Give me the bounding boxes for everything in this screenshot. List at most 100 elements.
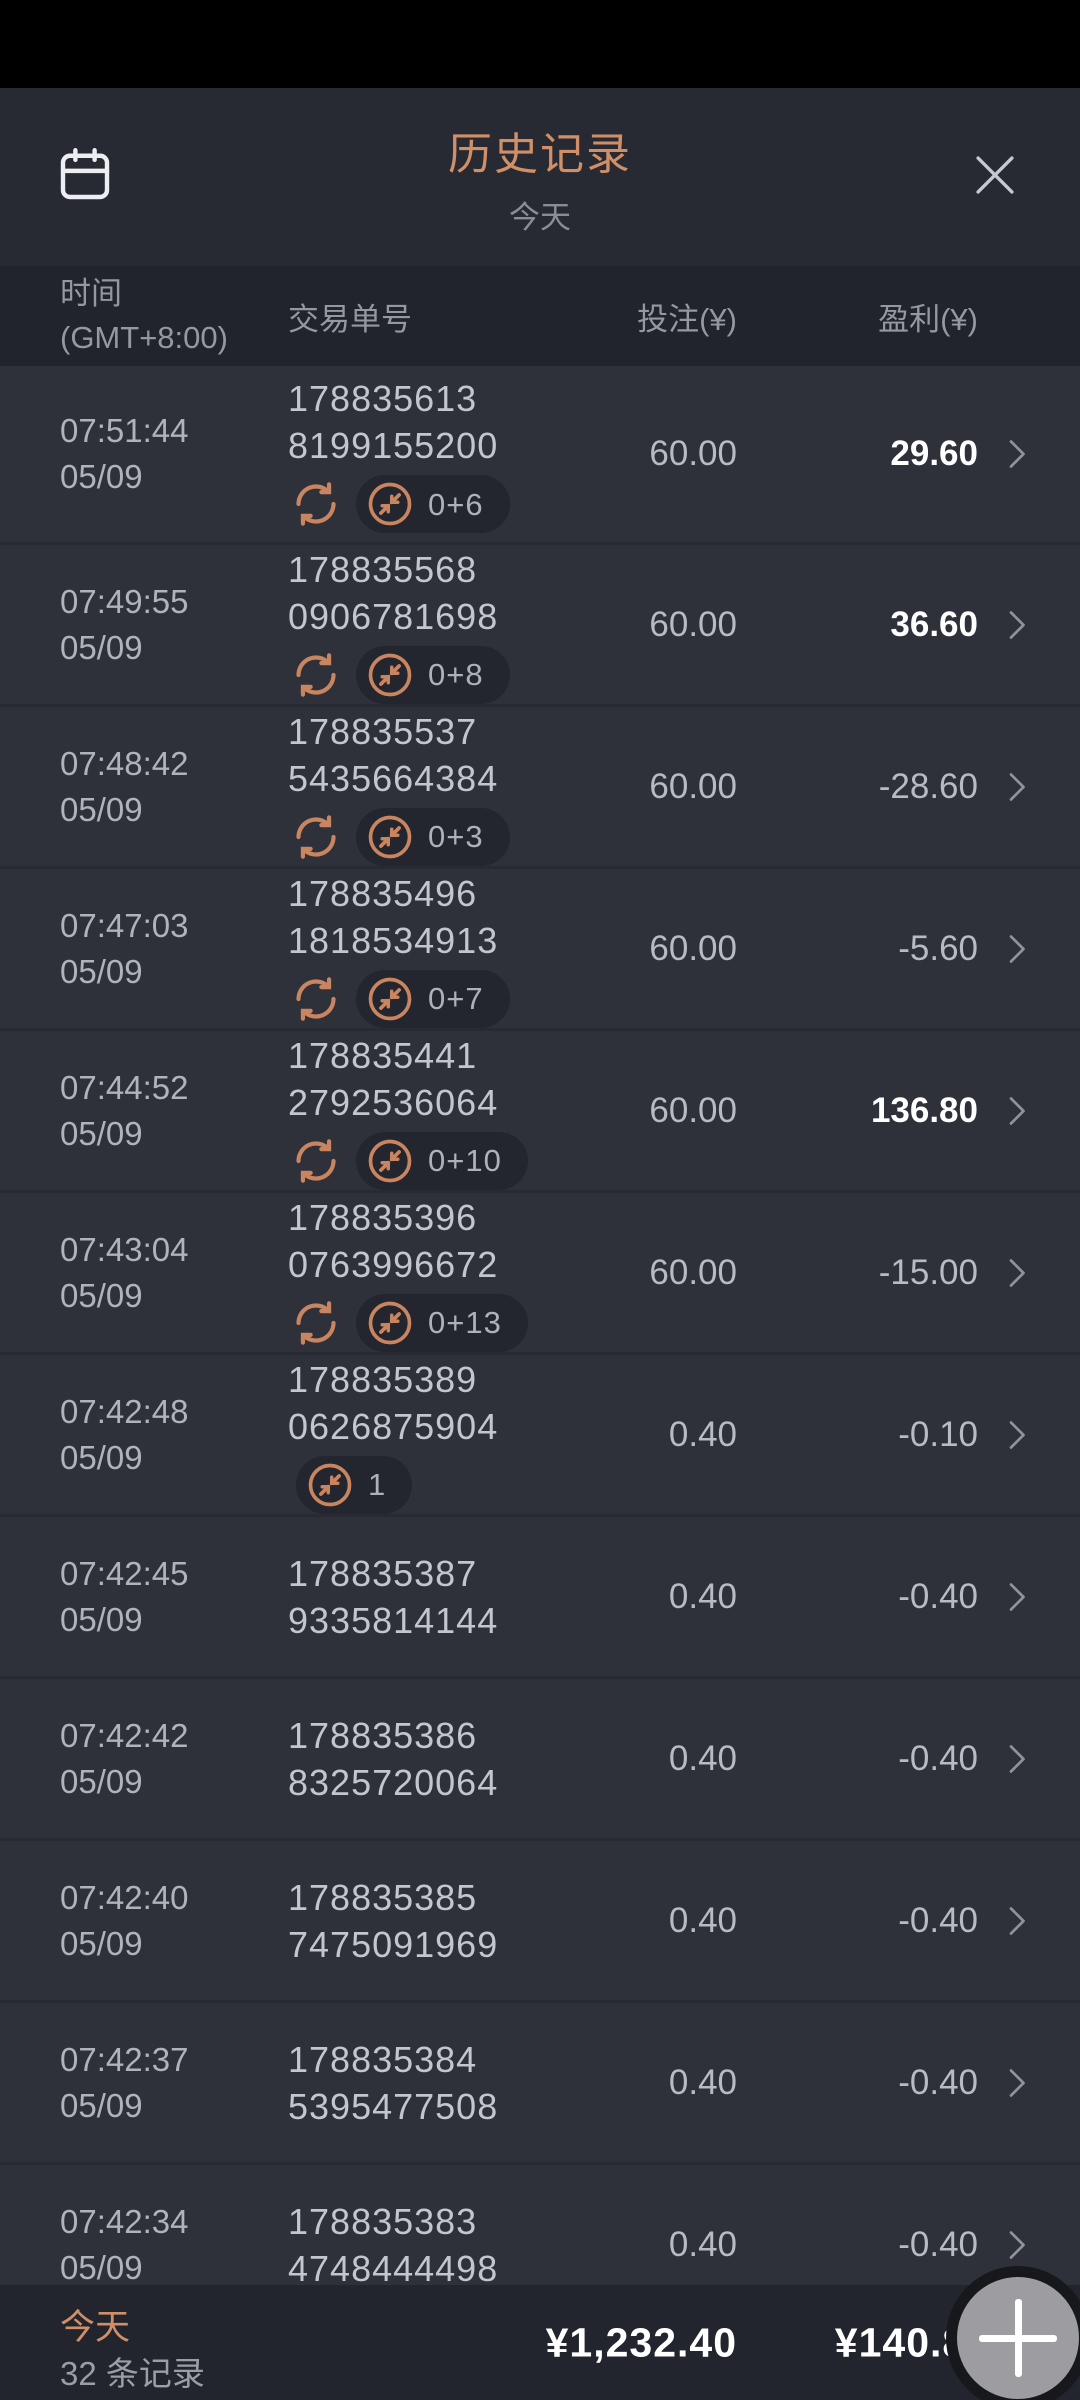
row-order: 178835384 5395477508 xyxy=(288,2038,499,2127)
trade-count-badge: 0+3 xyxy=(356,807,510,866)
chevron-right-icon xyxy=(996,605,1036,645)
close-button[interactable] xyxy=(910,146,1080,209)
header: 历史记录 今天 xyxy=(0,88,1080,266)
calendar-icon xyxy=(52,142,118,213)
chevron-right-icon xyxy=(996,2225,1036,2265)
summary-total-bet: ¥1,232.40 xyxy=(545,2319,737,2365)
compress-arrows-icon xyxy=(364,649,416,701)
refresh-icon xyxy=(288,1133,344,1189)
status-bar xyxy=(0,0,1080,88)
trade-count-badge: 0+7 xyxy=(356,969,510,1028)
row-time: 07:42:45 05/09 xyxy=(60,1554,189,1638)
compress-arrows-icon xyxy=(364,811,416,863)
chevron-right-icon xyxy=(996,1901,1036,1941)
close-icon xyxy=(966,146,1024,209)
trade-count-badge: 0+10 xyxy=(356,1131,528,1190)
header-title-block: 历史记录 今天 xyxy=(170,118,910,237)
table-row[interactable]: 07:42:48 05/09 178835389 0626875904 xyxy=(0,1352,1080,1514)
compress-arrows-icon xyxy=(364,1135,416,1187)
row-bet: 0.40 xyxy=(668,1576,737,1616)
row-time: 07:44:52 05/09 xyxy=(60,1068,189,1152)
table-header: 时间 (GMT+8:00) 交易单号 投注(¥) 盈利(¥) xyxy=(0,266,1080,366)
row-time: 07:42:42 05/09 xyxy=(60,1716,189,1800)
history-list: 07:51:44 05/09 178835613 8199155200 xyxy=(0,366,1080,2400)
calendar-button[interactable] xyxy=(0,142,170,213)
column-bet: 投注(¥) xyxy=(637,302,737,337)
row-time: 07:47:03 05/09 xyxy=(60,906,189,990)
chevron-right-icon xyxy=(996,1577,1036,1617)
summary-period: 今天 xyxy=(60,2308,131,2347)
column-time: 时间 (GMT+8:00) xyxy=(60,276,228,355)
refresh-icon xyxy=(288,476,344,532)
table-row[interactable]: 07:43:04 05/09 178835396 0763996672 xyxy=(0,1190,1080,1352)
row-time: 07:49:55 05/09 xyxy=(60,582,189,666)
row-order: 178835387 9335814144 xyxy=(288,1552,499,1641)
table-row[interactable]: 07:44:52 05/09 178835441 2792536064 xyxy=(0,1028,1080,1190)
row-order: 178835385 7475091969 xyxy=(288,1876,499,1965)
row-profit: -0.10 xyxy=(898,1414,978,1454)
row-bet: 60.00 xyxy=(649,1252,737,1292)
chevron-right-icon xyxy=(996,434,1036,474)
chevron-right-icon xyxy=(996,1739,1036,1779)
chevron-right-icon xyxy=(996,767,1036,807)
column-profit: 盈利(¥) xyxy=(878,302,978,337)
refresh-icon xyxy=(288,809,344,865)
table-row[interactable]: 07:42:42 05/09 178835386 8325720064 0.40… xyxy=(0,1676,1080,1838)
chevron-right-icon xyxy=(996,1253,1036,1293)
row-time: 07:48:42 05/09 xyxy=(60,744,189,828)
row-bet: 60.00 xyxy=(649,434,737,473)
row-badges: 0+3 xyxy=(288,807,510,866)
add-trade-fab[interactable] xyxy=(946,2266,1080,2400)
row-badges: 1 xyxy=(288,1455,498,1514)
table-row[interactable]: 07:49:55 05/09 178835568 0906781698 xyxy=(0,542,1080,704)
compress-arrows-icon xyxy=(364,1297,416,1349)
row-time: 07:42:37 05/09 xyxy=(60,2040,189,2124)
compress-arrows-icon xyxy=(364,973,416,1025)
chevron-right-icon xyxy=(996,1091,1036,1131)
row-order: 178835568 0906781698 xyxy=(288,546,510,704)
row-profit: -0.40 xyxy=(898,2062,978,2102)
table-row[interactable]: 07:42:40 05/09 178835385 7475091969 0.40… xyxy=(0,1838,1080,2000)
row-time: 07:42:40 05/09 xyxy=(60,1878,189,1962)
row-time: 07:42:48 05/09 xyxy=(60,1392,189,1476)
row-bet: 60.00 xyxy=(649,1090,737,1130)
row-badges: 0+8 xyxy=(288,645,510,704)
trade-count-badge: 1 xyxy=(296,1455,413,1514)
row-order: 178835389 0626875904 1 xyxy=(288,1356,498,1514)
refresh-icon xyxy=(288,647,344,703)
row-badges: 0+13 xyxy=(288,1293,528,1352)
table-row[interactable]: 07:51:44 05/09 178835613 8199155200 xyxy=(0,366,1080,542)
table-row[interactable]: 07:42:37 05/09 178835384 5395477508 0.40… xyxy=(0,2000,1080,2162)
row-time: 07:42:34 05/09 xyxy=(60,2202,189,2286)
trade-count-badge: 0+8 xyxy=(356,645,510,704)
refresh-icon xyxy=(288,1295,344,1351)
summary-bar: 今天 32 条记录 ¥1,232.40 ¥140.80 xyxy=(0,2285,1080,2400)
table-row[interactable]: 07:42:45 05/09 178835387 9335814144 0.40… xyxy=(0,1514,1080,1676)
row-order: 178835496 1818534913 xyxy=(288,870,510,1028)
refresh-icon xyxy=(288,971,344,1027)
chevron-right-icon xyxy=(996,929,1036,969)
row-bet: 0.40 xyxy=(668,1738,737,1778)
row-order: 178835441 2792536064 xyxy=(288,1032,528,1190)
row-order: 178835537 5435664384 xyxy=(288,708,510,866)
table-row[interactable]: 07:48:42 05/09 178835537 5435664384 xyxy=(0,704,1080,866)
table-row[interactable]: 07:47:03 05/09 178835496 1818534913 xyxy=(0,866,1080,1028)
trade-count-badge: 0+13 xyxy=(356,1293,528,1352)
row-order: 178835396 0763996672 xyxy=(288,1194,528,1352)
column-order: 交易单号 xyxy=(288,302,412,337)
row-bet: 60.00 xyxy=(649,604,737,644)
trade-count-badge: 0+6 xyxy=(356,475,510,533)
row-order: 178835613 8199155200 xyxy=(288,375,510,533)
summary-record-count: 32 条记录 xyxy=(60,2355,205,2392)
row-bet: 60.00 xyxy=(649,766,737,806)
compress-arrows-icon xyxy=(304,1459,356,1511)
row-badges: 0+10 xyxy=(288,1131,528,1190)
plus-icon xyxy=(1014,2299,1022,2377)
row-bet: 60.00 xyxy=(649,928,737,968)
date-filter-label: 今天 xyxy=(509,199,571,235)
row-time: 07:43:04 05/09 xyxy=(60,1230,189,1314)
row-bet: 0.40 xyxy=(668,1900,737,1940)
page-title: 历史记录 xyxy=(448,129,632,179)
row-badges: 0+7 xyxy=(288,969,510,1028)
